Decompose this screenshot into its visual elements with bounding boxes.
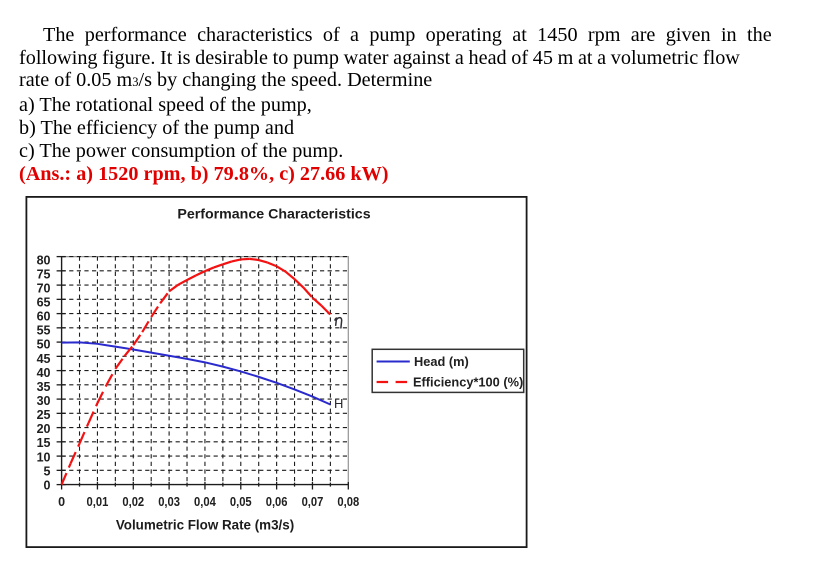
svg-text:Efficiency*100 (%): Efficiency*100 (%) xyxy=(413,375,523,390)
svg-text:0,05: 0,05 xyxy=(230,495,252,509)
svg-text:0: 0 xyxy=(44,478,51,492)
svg-text:10: 10 xyxy=(37,450,51,464)
svg-text:0,01: 0,01 xyxy=(87,495,109,509)
svg-text:70: 70 xyxy=(37,281,51,295)
svg-text:0,07: 0,07 xyxy=(302,495,324,509)
svg-text:Volumetric Flow Rate (m3/s): Volumetric Flow Rate (m3/s) xyxy=(116,518,294,533)
svg-text:50: 50 xyxy=(37,338,51,352)
svg-text:Performance Characteristics: Performance Characteristics xyxy=(177,207,370,223)
svg-text:15: 15 xyxy=(37,436,51,450)
svg-text:40: 40 xyxy=(37,366,51,380)
svg-text:60: 60 xyxy=(37,310,51,324)
svg-text:65: 65 xyxy=(37,295,51,309)
svg-text:5: 5 xyxy=(44,464,51,478)
svg-text:H: H xyxy=(334,396,343,411)
svg-text:0,08: 0,08 xyxy=(337,495,359,509)
svg-text:75: 75 xyxy=(37,267,51,281)
svg-text:55: 55 xyxy=(37,324,51,338)
svg-text:35: 35 xyxy=(37,380,51,394)
svg-text:0,06: 0,06 xyxy=(266,495,288,509)
svg-text:0,04: 0,04 xyxy=(194,495,216,509)
svg-text:45: 45 xyxy=(37,352,51,366)
svg-text:Head (m): Head (m) xyxy=(414,354,469,369)
svg-text:0: 0 xyxy=(58,495,65,509)
svg-text:0,02: 0,02 xyxy=(122,495,144,509)
svg-text:25: 25 xyxy=(37,408,51,422)
svg-text:80: 80 xyxy=(37,253,51,267)
svg-text:0,03: 0,03 xyxy=(158,495,180,509)
svg-text:30: 30 xyxy=(37,394,51,408)
svg-text:20: 20 xyxy=(37,422,51,436)
